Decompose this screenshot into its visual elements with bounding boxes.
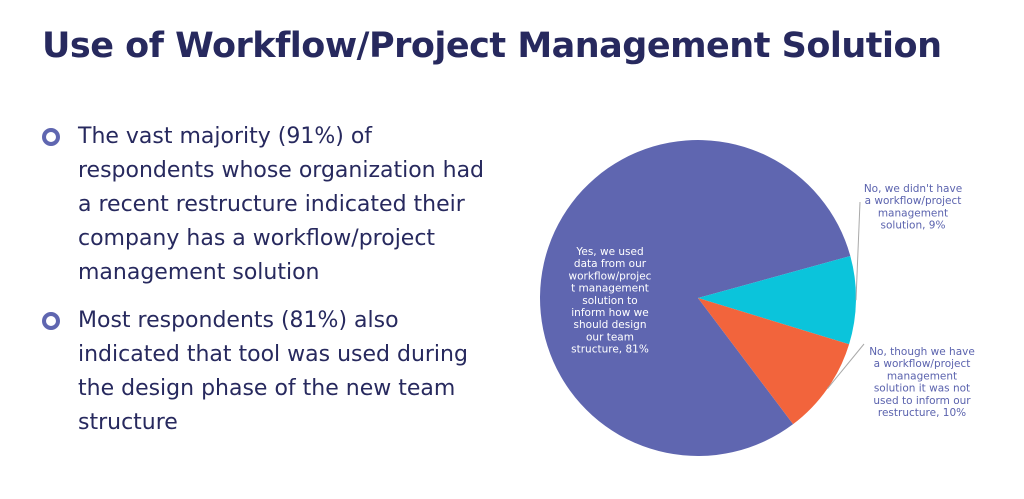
pie-slice-no-solution (698, 256, 856, 345)
bullet-list: The vast majority (91%) of respondents w… (42, 120, 492, 454)
slice-label-not-used: No, though we have a workflow/project mana… (869, 346, 975, 419)
bullet-text: The vast majority (91%) of respondents w… (78, 124, 485, 285)
slice-label-no-solution: No, we didn't have a workflow/project mana… (864, 183, 962, 232)
bullet-circle-icon (42, 128, 60, 146)
slice-label-yes: Yes, we used data from our workflow/projec… (569, 246, 652, 356)
pie-chart: Yes, we used data from our workflow/projec… (540, 140, 975, 456)
bullet-circle-icon (42, 312, 60, 330)
leader-line-not-used (827, 343, 865, 389)
bullet-item: Most respondents (81%) also indicated th… (42, 304, 492, 440)
leader-line-no-solution (855, 201, 861, 301)
bullet-text: Most respondents (81%) also indicated th… (78, 308, 468, 435)
pie-slice-not-used (698, 298, 850, 425)
bullet-item: The vast majority (91%) of respondents w… (42, 120, 492, 290)
page-title: Use of Workflow/Project Management Solut… (42, 26, 942, 66)
pie-slice-yes (540, 140, 851, 456)
